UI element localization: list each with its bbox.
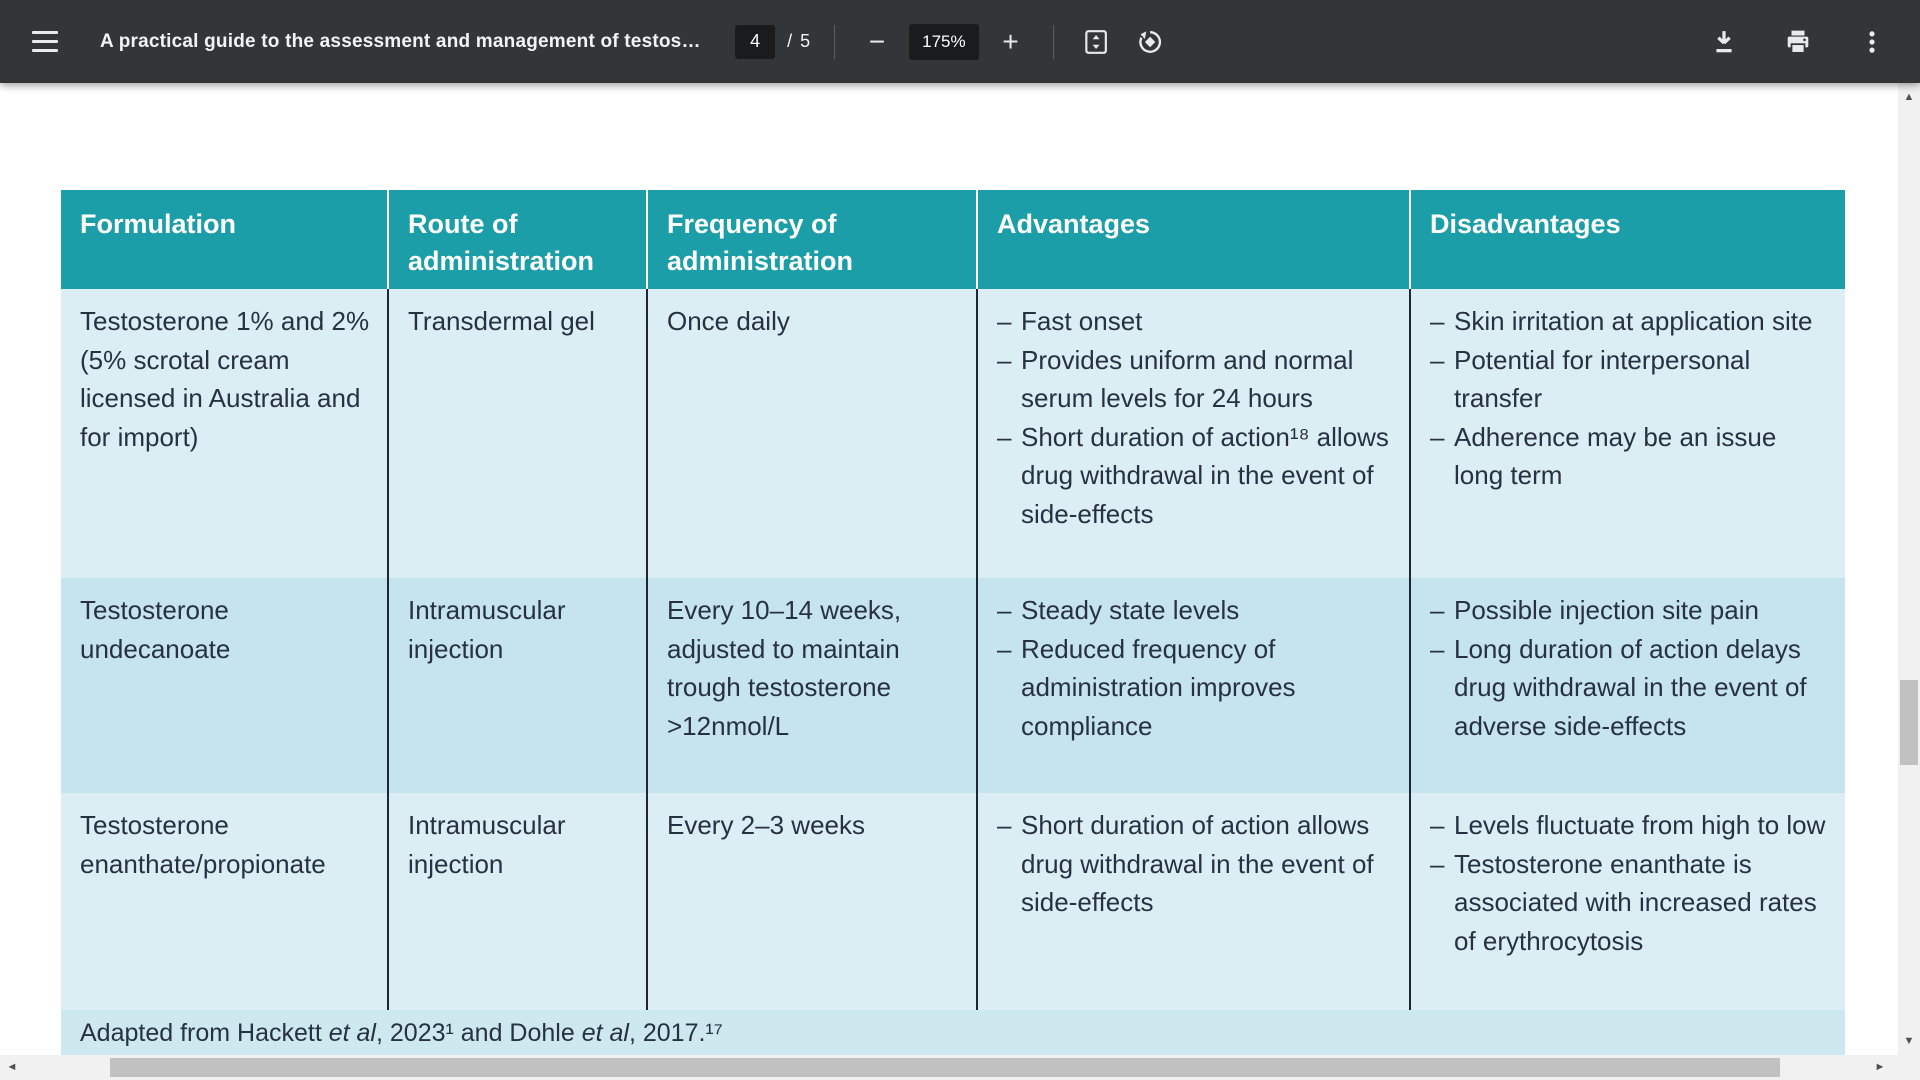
table-row: Testosterone undecanoate Intramuscular i… bbox=[61, 578, 1845, 793]
testosterone-formulations-table: Formulation Route of administration Freq… bbox=[61, 190, 1845, 1056]
page-separator: / bbox=[787, 31, 793, 51]
bullet-dash: – bbox=[1430, 633, 1445, 664]
bullet-item: – Possible injection site pain bbox=[1430, 591, 1829, 630]
bullet-item: – Adherence may be an issue long term bbox=[1430, 418, 1829, 495]
header-frequency: Frequency of administration bbox=[648, 190, 978, 289]
table-row: Testosterone 1% and 2% (5% scrotal cream… bbox=[61, 289, 1845, 578]
print-icon bbox=[1787, 30, 1809, 54]
bullet-dash: – bbox=[997, 595, 1012, 625]
horizontal-scrollbar[interactable]: ◄ ► bbox=[0, 1055, 1920, 1080]
cell-route: Intramuscular injection bbox=[389, 578, 648, 793]
bullet-text: Short duration of action¹⁸ allows drug w… bbox=[1021, 421, 1389, 529]
header-advantages: Advantages bbox=[978, 190, 1411, 289]
bullet-item: – Levels fluctuate from high to low bbox=[1430, 806, 1829, 845]
source-note-text: , 2023¹ and Dohle bbox=[376, 1019, 582, 1047]
bullet-dash: – bbox=[1430, 306, 1445, 336]
zoom-in-button[interactable]: + bbox=[993, 24, 1029, 60]
bullet-item: – Potential for interpersonal transfer bbox=[1430, 341, 1829, 418]
source-note-etal: et al bbox=[328, 1019, 376, 1047]
scroll-up-icon[interactable]: ▲ bbox=[1903, 91, 1915, 103]
bullet-dash: – bbox=[997, 810, 1012, 840]
bullet-item: – Provides uniform and normal serum level… bbox=[997, 341, 1393, 418]
cell-advantages: – Fast onset – Provides uniform and normal … bbox=[978, 289, 1411, 578]
zoom-out-button[interactable]: − bbox=[859, 24, 895, 60]
header-formulation: Formulation bbox=[61, 190, 389, 289]
cell-disadvantages: – Possible injection site pain – Long durat… bbox=[1411, 578, 1845, 793]
toolbar-divider bbox=[1052, 24, 1054, 59]
pdf-toolbar: A practical guide to the assessment and … bbox=[0, 0, 1920, 83]
bullet-item: – Short duration of action allows drug wi… bbox=[997, 806, 1393, 922]
cell-formulation: Testosterone undecanoate bbox=[61, 578, 389, 793]
header-route: Route of administration bbox=[389, 190, 648, 289]
bullet-item: – Skin irritation at application site bbox=[1430, 302, 1829, 341]
print-button[interactable] bbox=[1780, 24, 1816, 60]
table-header-row: Formulation Route of administration Freq… bbox=[61, 190, 1845, 289]
page-number-input[interactable] bbox=[735, 24, 776, 59]
cell-advantages: – Steady state levels – Reduced frequency o… bbox=[978, 578, 1411, 793]
cell-frequency: Every 10–14 weeks, adjusted to maintain … bbox=[648, 578, 978, 793]
rotate-counterclockwise-icon bbox=[1138, 30, 1161, 53]
cell-formulation: Testosterone enanthate/propionate bbox=[61, 793, 389, 1010]
bullet-dash: – bbox=[1430, 848, 1445, 879]
bullet-text: Reduced frequency of administration impr… bbox=[1021, 633, 1296, 741]
bullet-text: Short duration of action allows drug wit… bbox=[1021, 810, 1374, 917]
vertical-scrollbar[interactable]: ▲ ▼ bbox=[1898, 83, 1920, 1055]
table-source-note: Adapted from Hackett et al, 2023¹ and Do… bbox=[61, 1010, 1845, 1056]
horizontal-scrollbar-thumb[interactable] bbox=[110, 1058, 1780, 1077]
more-options-button[interactable] bbox=[1854, 24, 1890, 60]
toolbar-divider bbox=[834, 24, 836, 59]
page-total: 5 bbox=[800, 31, 811, 51]
source-note-text: Adapted from Hackett bbox=[80, 1019, 329, 1047]
bullet-dash: – bbox=[997, 421, 1012, 452]
header-disadvantages: Disadvantages bbox=[1430, 209, 1621, 239]
bullet-text: Potential for interpersonal transfer bbox=[1454, 344, 1751, 414]
bullet-dash: – bbox=[1430, 344, 1445, 375]
bullet-text: Skin irritation at application site bbox=[1454, 306, 1813, 336]
bullet-text: Levels fluctuate from high to low bbox=[1454, 810, 1826, 840]
bullet-dash: – bbox=[1430, 421, 1445, 452]
bullet-item: – Fast onset bbox=[997, 302, 1393, 341]
cell-frequency: Once daily bbox=[648, 289, 978, 578]
bullet-item: – Testosterone enanthate is associated wi… bbox=[1430, 845, 1829, 961]
bullet-item: – Reduced frequency of administration imp… bbox=[997, 630, 1393, 746]
cell-advantages: – Short duration of action allows drug wi… bbox=[978, 793, 1411, 1010]
vertical-scrollbar-thumb[interactable] bbox=[1900, 680, 1918, 765]
bullet-dash: – bbox=[997, 633, 1012, 664]
menu-icon[interactable] bbox=[32, 27, 66, 57]
bullet-dash: – bbox=[1430, 595, 1445, 625]
zoom-level[interactable]: 175% bbox=[909, 23, 979, 60]
cell-frequency: Every 2–3 weeks bbox=[648, 793, 978, 1010]
source-note-etal: et al bbox=[581, 1019, 629, 1047]
cell-disadvantages: – Levels fluctuate from high to low – Testo… bbox=[1411, 793, 1845, 1010]
bullet-dash: – bbox=[997, 344, 1012, 375]
bullet-text: Adherence may be an issue long term bbox=[1454, 421, 1777, 491]
download-icon bbox=[1716, 30, 1732, 52]
bullet-item: – Steady state levels bbox=[997, 591, 1393, 630]
scroll-right-icon[interactable]: ► bbox=[1874, 1061, 1886, 1073]
scroll-down-icon[interactable]: ▼ bbox=[1903, 1035, 1915, 1047]
scroll-left-icon[interactable]: ◄ bbox=[6, 1061, 18, 1073]
bullet-item: – Long duration of action delays drug wit… bbox=[1430, 630, 1829, 746]
table-row: Testosterone enanthate/propionate Intram… bbox=[61, 793, 1845, 1010]
source-note-text: , 2017.¹⁷ bbox=[628, 1019, 723, 1047]
fit-page-button[interactable] bbox=[1078, 24, 1114, 60]
bullet-item: – Short duration of action¹⁸ allows drug … bbox=[997, 418, 1393, 534]
kebab-menu-icon bbox=[1869, 30, 1875, 53]
bullet-dash: – bbox=[997, 306, 1012, 336]
fit-page-icon bbox=[1084, 29, 1107, 54]
cell-route: Intramuscular injection bbox=[389, 793, 648, 1010]
cell-formulation: Testosterone 1% and 2% (5% scrotal cream… bbox=[61, 289, 389, 578]
bullet-text: Provides uniform and normal serum levels… bbox=[1021, 344, 1354, 414]
cell-route: Transdermal gel bbox=[389, 289, 648, 578]
bullet-text: Testosterone enanthate is associated wit… bbox=[1454, 848, 1817, 956]
bullet-text: Fast onset bbox=[1021, 306, 1143, 336]
bullet-text: Long duration of action delays drug with… bbox=[1454, 633, 1807, 741]
document-title: A practical guide to the assessment and … bbox=[100, 30, 701, 52]
bullet-dash: – bbox=[1430, 810, 1445, 840]
cell-disadvantages: – Skin irritation at application site – Pot… bbox=[1411, 289, 1845, 578]
rotate-button[interactable] bbox=[1132, 24, 1168, 60]
bullet-text: Steady state levels bbox=[1021, 595, 1240, 625]
bullet-text: Possible injection site pain bbox=[1454, 595, 1759, 625]
download-button[interactable] bbox=[1706, 24, 1742, 60]
